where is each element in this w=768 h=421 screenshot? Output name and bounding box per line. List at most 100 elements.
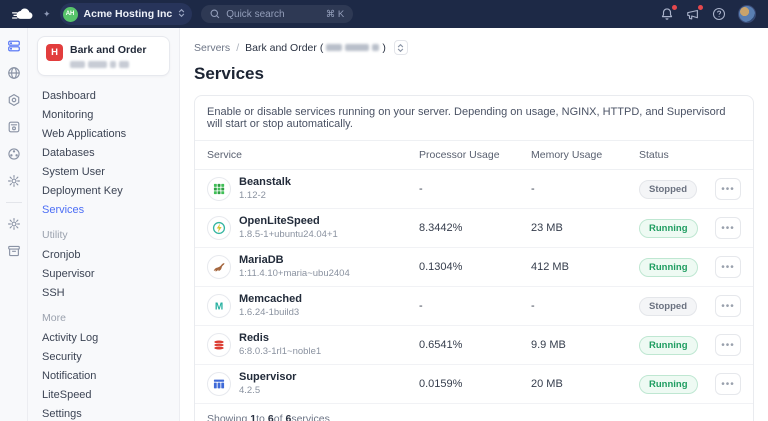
announcements-megaphone-icon[interactable] [686,4,703,22]
sidebar-menu: Dashboard Monitoring Web Applications Datab… [37,86,170,421]
status-badge: Running [639,258,698,277]
processor-usage-value: 8.3442% [419,222,463,234]
service-name: Redis [239,332,269,345]
service-version: 1.6.24-1build3 [239,306,300,318]
server-name: Bark and Order [70,44,147,56]
status-badge: Stopped [639,297,697,316]
search-icon [210,9,220,19]
sidebar-item-settings[interactable]: Settings [42,407,82,420]
processor-usage-value: 0.6541% [419,339,463,351]
table-footer: Showing 1to 6of 6services [207,413,330,421]
server-badge: H [46,44,63,61]
services-card: Enable or disable services running on yo… [194,95,754,421]
openlitespeed-icon [207,216,231,240]
row-actions-button[interactable]: ••• [715,295,741,317]
memory-usage-value: - [531,300,535,312]
service-row: MariaDB 1:11.4.10+maria~ubu2404 0.1304% … [195,248,753,287]
server-selector-card[interactable]: H Bark and Order [37,36,170,76]
col-processor-usage: Processor Usage [419,149,500,161]
services-description: Enable or disable services running on yo… [195,96,753,141]
sidebar-item-security[interactable]: Security [42,350,82,363]
service-row: M Memcached 1.6.24-1build3 - - Stopped •… [195,287,753,326]
org-switcher[interactable]: AH Acme Hosting Inc [59,3,193,25]
memory-usage-value: 20 MB [531,378,563,390]
settings-gear-icon[interactable] [7,217,21,231]
status-badge: Running [639,336,698,355]
table-header: Service Processor Usage Memory Usage Sta… [195,141,753,170]
sidebar-item-supervisor[interactable]: Supervisor [42,267,95,280]
org-name: Acme Hosting Inc [83,8,173,20]
servers-icon[interactable] [7,39,21,53]
rail-divider [5,202,22,203]
announcement-dot [698,4,703,10]
breadcrumb-servers[interactable]: Servers [194,41,231,54]
processor-usage-value: - [419,183,423,195]
sidebar-item-system-user[interactable]: System User [42,165,105,178]
service-name: OpenLiteSpeed [239,215,320,228]
service-row: OpenLiteSpeed 1.8.5-1+ubuntu24.04+1 8.34… [195,209,753,248]
section-label-utility: Utility [42,228,68,241]
processor-usage-value: 0.0159% [419,378,463,390]
sidebar-item-services[interactable]: Services [42,203,85,216]
chevron-updown-icon [178,5,185,23]
sparkle-separator-icon: ✦ [43,8,51,19]
section-label-more: More [42,311,66,324]
col-service: Service [207,149,243,161]
mariadb-icon [207,255,231,279]
service-version: 4.2.5 [239,384,261,396]
archive-icon[interactable] [7,244,21,258]
help-icon[interactable] [712,7,727,22]
row-actions-button[interactable]: ••• [715,334,741,356]
row-actions-button[interactable]: ••• [715,178,741,200]
service-name: Beanstalk [239,176,291,189]
service-version: 1:11.4.10+maria~ubu2404 [239,267,350,279]
sidebar-item-litespeed[interactable]: LiteSpeed [42,388,92,401]
memory-usage-value: 23 MB [531,222,563,234]
cluster-gear-icon[interactable] [7,174,21,188]
sidebar-item-dashboard[interactable]: Dashboard [42,89,96,102]
breadcrumb-current-server[interactable]: Bark and Order ( ) [245,41,386,54]
top-bar: ✦ AH Acme Hosting Inc Quick search ⌘ K [0,0,768,28]
nut-icon[interactable] [7,93,21,107]
status-badge: Running [639,219,698,238]
notifications-bell-icon[interactable] [660,4,677,22]
sidebar-item-monitoring[interactable]: Monitoring [42,108,94,121]
sidebar-item-deployment-key[interactable]: Deployment Key [42,184,123,197]
service-name: Memcached [239,293,302,306]
network-icon[interactable] [7,147,21,161]
status-badge: Running [639,375,698,394]
sidebar-item-databases[interactable]: Databases [42,146,95,159]
server-switch-chevrons-icon[interactable] [393,40,408,55]
app-box-icon[interactable] [7,120,21,134]
icon-rail [0,28,28,421]
search-shortcut: ⌘ K [325,8,345,20]
service-row: Redis 6:8.0.3-1rl1~noble1 0.6541% 9.9 MB… [195,326,753,365]
service-version: 1.8.5-1+ubuntu24.04+1 [239,228,338,240]
memory-usage-value: 412 MB [531,261,569,273]
service-row: Supervisor 4.2.5 0.0159% 20 MB Running •… [195,365,753,404]
memory-usage-value: 9.9 MB [531,339,566,351]
sidebar-item-web-applications[interactable]: Web Applications [42,127,127,140]
col-memory-usage: Memory Usage [531,149,603,161]
user-avatar[interactable] [738,5,756,23]
row-actions-button[interactable]: ••• [715,217,741,239]
beanstalk-icon [207,177,231,201]
notification-dot [672,4,677,10]
sidebar-item-cronjob[interactable]: Cronjob [42,248,81,261]
memcached-icon: M [207,294,231,318]
cloud-logo-icon[interactable] [12,8,34,21]
processor-usage-value: 0.1304% [419,261,463,273]
row-actions-button[interactable]: ••• [715,256,741,278]
row-actions-button[interactable]: ••• [715,373,741,395]
processor-usage-value: - [419,300,423,312]
sidebar-item-activity-log[interactable]: Activity Log [42,331,99,344]
redis-icon [207,333,231,357]
globe-icon[interactable] [7,66,21,80]
sidebar-item-ssh[interactable]: SSH [42,286,65,299]
breadcrumb: Servers / Bark and Order ( ) [194,40,754,55]
search-input[interactable]: Quick search ⌘ K [201,5,354,23]
svg-text:M: M [215,302,223,313]
sidebar-item-notification[interactable]: Notification [42,369,97,382]
status-badge: Stopped [639,180,697,199]
main-content: Servers / Bark and Order ( ) Services En… [180,28,768,421]
